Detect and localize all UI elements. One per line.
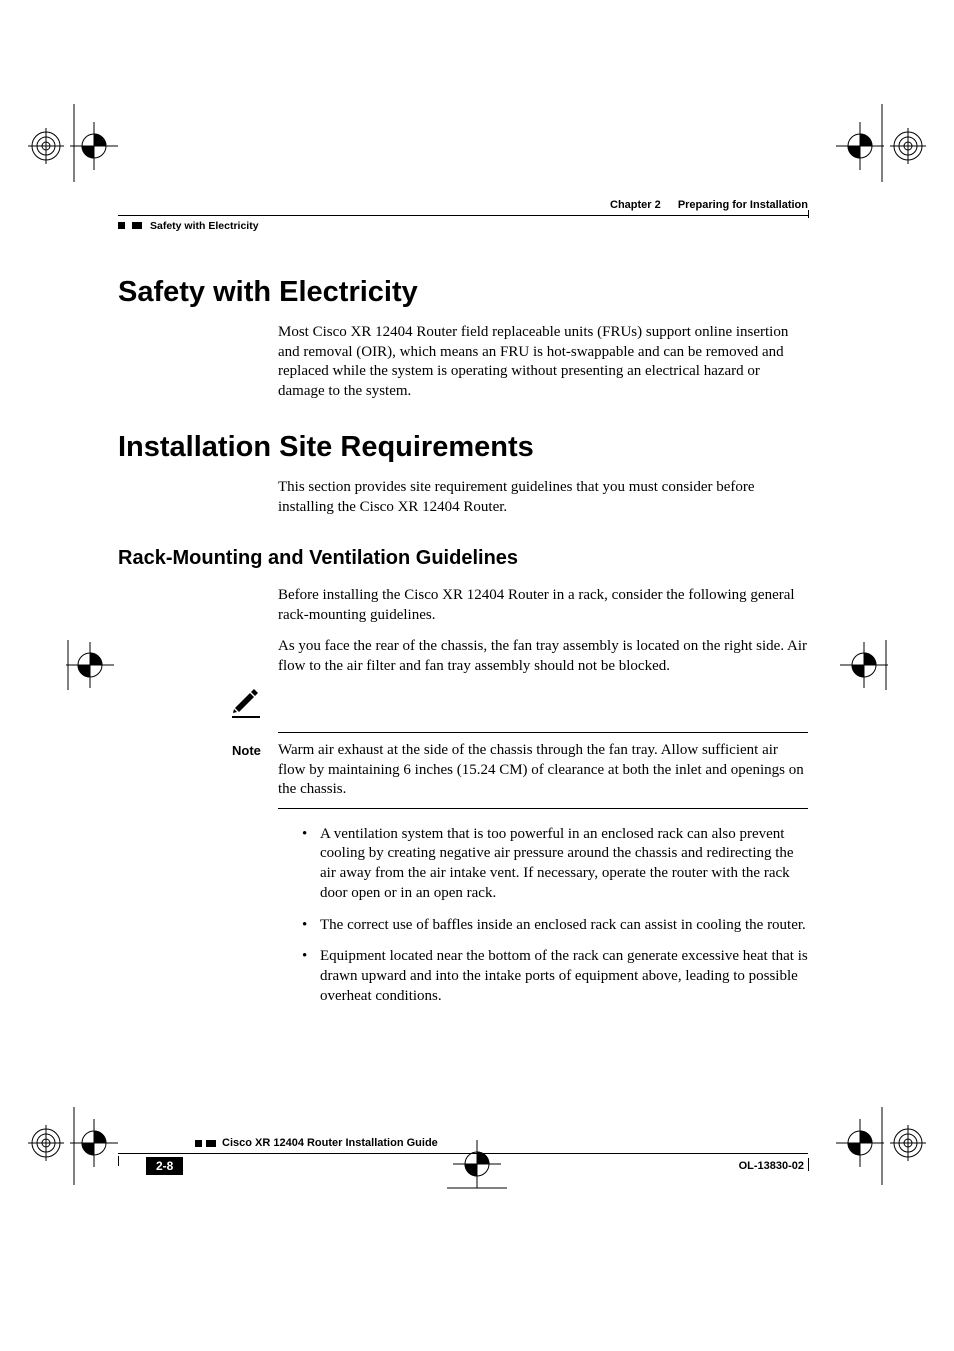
paragraph-safety: Most Cisco XR 12404 Router field replace… (278, 323, 808, 401)
printer-mark-bottom-left (24, 1105, 134, 1185)
running-head: Chapter 2 Preparing for Installation (610, 199, 808, 211)
heading-1-install: Installation Site Requirements (118, 431, 808, 464)
running-head-chapter: Chapter 2 (610, 199, 661, 211)
bullet-item: Equipment located near the bottom of the… (302, 947, 808, 1006)
footer-rule (118, 1153, 808, 1154)
note-label: Note (232, 741, 278, 758)
header-rule (118, 215, 808, 216)
footer-guide-title: Cisco XR 12404 Router Installation Guide (222, 1137, 438, 1149)
paragraph-rack-2: As you face the rear of the chassis, the… (278, 637, 808, 676)
footer-tick (118, 1156, 119, 1166)
running-head-title: Preparing for Installation (678, 199, 808, 211)
printer-mark-mid-left (24, 640, 120, 690)
printer-mark-bottom-right (820, 1105, 930, 1185)
content-column: Safety with Electricity Most Cisco XR 12… (118, 276, 808, 1019)
bullet-item: A ventilation system that is too powerfu… (302, 825, 808, 904)
page-number-badge: 2-8 (146, 1157, 183, 1175)
header-tick (808, 210, 809, 218)
bullet-list: A ventilation system that is too powerfu… (302, 825, 808, 1007)
note-block: Note Warm air exhaust at the side of the… (232, 732, 808, 809)
printer-mark-top-right (820, 104, 930, 184)
doc-id-tick (808, 1158, 809, 1171)
note-pen-icon (232, 688, 278, 718)
printer-mark-top-left (24, 104, 134, 184)
note-text: Warm air exhaust at the side of the chas… (278, 741, 808, 800)
printer-mark-mid-right (834, 640, 930, 690)
note-rule-bottom (278, 808, 808, 809)
decoration-block (206, 1140, 216, 1147)
decoration-block (132, 222, 142, 229)
document-id: OL-13830-02 (739, 1160, 804, 1172)
decoration-block (195, 1140, 202, 1147)
paragraph-install: This section provides site requirement g… (278, 478, 808, 517)
paragraph-rack-1: Before installing the Cisco XR 12404 Rou… (278, 586, 808, 625)
section-breadcrumb: Safety with Electricity (150, 220, 259, 232)
heading-2-rack: Rack-Mounting and Ventilation Guidelines (118, 547, 808, 570)
printer-mark-bottom-center (447, 1136, 507, 1196)
decoration-block (118, 222, 125, 229)
note-rule-top (278, 732, 808, 733)
bullet-item: The correct use of baffles inside an enc… (302, 916, 808, 936)
heading-1-safety: Safety with Electricity (118, 276, 808, 309)
